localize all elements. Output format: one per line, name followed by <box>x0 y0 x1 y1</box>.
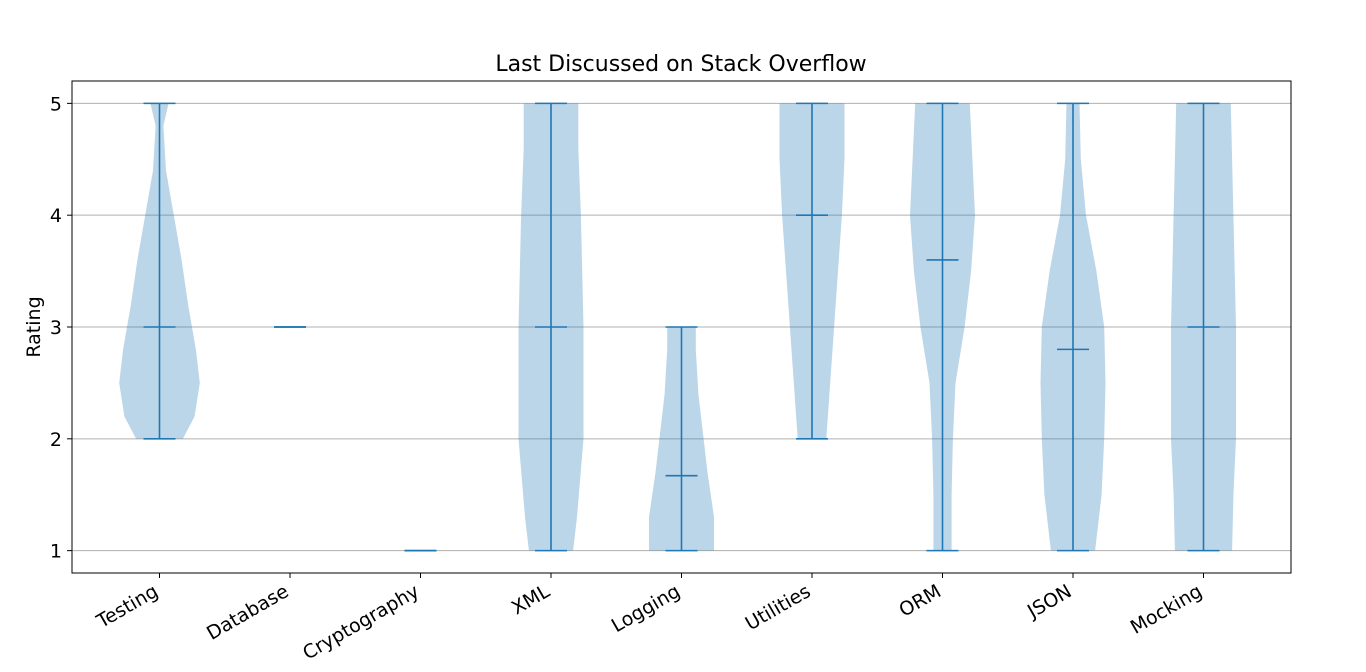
y-tick-label: 3 <box>50 317 62 339</box>
y-tick-label: 1 <box>50 541 62 563</box>
chart-title: Last Discussed on Stack Overflow <box>495 52 866 77</box>
x-tick-label: XML <box>508 580 554 619</box>
x-tick-label: Mocking <box>1127 580 1206 638</box>
x-tick-label: Cryptography <box>299 580 423 664</box>
x-tick-label: JSON <box>1023 580 1075 623</box>
x-tick-label: Utilities <box>742 580 815 635</box>
y-tick-label: 2 <box>50 429 62 451</box>
x-tick-label: ORM <box>895 580 945 621</box>
violins <box>119 102 1236 552</box>
x-axis-ticks: Testing Database Cryptography XML Logging Uti… <box>92 573 1206 664</box>
y-axis-label: Rating <box>23 296 45 357</box>
x-tick-label: Logging <box>608 580 684 637</box>
y-axis-ticks: 1 2 3 4 5 <box>50 93 72 563</box>
x-tick-label: Testing <box>92 580 162 633</box>
y-tick-label: 5 <box>50 93 62 115</box>
y-tick-label: 4 <box>50 205 62 227</box>
x-tick-label: Database <box>203 580 293 644</box>
